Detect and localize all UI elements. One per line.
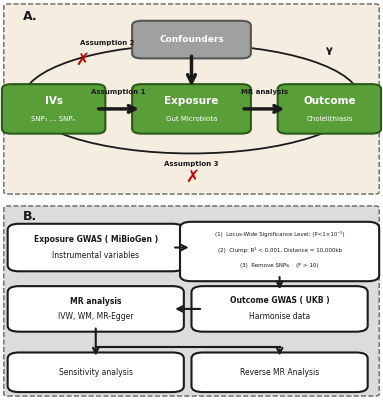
- FancyBboxPatch shape: [132, 21, 251, 58]
- Text: Assumption 2: Assumption 2: [80, 40, 135, 46]
- FancyBboxPatch shape: [4, 206, 379, 396]
- Text: Harmonise data: Harmonise data: [249, 312, 310, 321]
- Text: (3)  Remove SNPs    (F > 10): (3) Remove SNPs (F > 10): [241, 263, 319, 268]
- Text: Assumption 1: Assumption 1: [92, 89, 146, 95]
- Text: ✗: ✗: [185, 168, 198, 186]
- Text: Reverse MR Analysis: Reverse MR Analysis: [240, 368, 319, 377]
- Text: IVs: IVs: [45, 96, 62, 106]
- Text: SNP₁ ... SNPₙ: SNP₁ ... SNPₙ: [31, 116, 76, 122]
- FancyBboxPatch shape: [8, 286, 184, 332]
- Text: Exposure: Exposure: [164, 96, 219, 106]
- Text: B.: B.: [23, 210, 37, 223]
- FancyBboxPatch shape: [8, 352, 184, 392]
- Text: ✗: ✗: [75, 50, 89, 68]
- Text: (1)  Locus-Wide Significance Level: (P<1×10⁻⁵): (1) Locus-Wide Significance Level: (P<1×…: [215, 231, 344, 237]
- Text: Sensitivity analysis: Sensitivity analysis: [59, 368, 133, 377]
- FancyBboxPatch shape: [192, 352, 368, 392]
- Text: Assumption 3: Assumption 3: [164, 161, 219, 167]
- Text: MR analysis: MR analysis: [70, 296, 121, 306]
- Text: IVW, WM, MR-Egger: IVW, WM, MR-Egger: [58, 312, 134, 321]
- Text: Confounders: Confounders: [159, 35, 224, 44]
- Text: (2)  Clump: R² < 0.001, Distance = 10,000kb: (2) Clump: R² < 0.001, Distance = 10,000…: [218, 246, 342, 252]
- FancyBboxPatch shape: [180, 222, 379, 281]
- FancyBboxPatch shape: [278, 84, 381, 134]
- Text: A.: A.: [23, 10, 38, 23]
- Text: Instrumental variables: Instrumental variables: [52, 251, 139, 260]
- FancyBboxPatch shape: [8, 224, 184, 271]
- Text: Cholelithiasis: Cholelithiasis: [306, 116, 353, 122]
- FancyBboxPatch shape: [132, 84, 251, 134]
- Text: MR analysis: MR analysis: [241, 89, 288, 95]
- Text: Outcome GWAS ( UKB ): Outcome GWAS ( UKB ): [230, 296, 329, 306]
- Text: Outcome: Outcome: [303, 96, 356, 106]
- FancyBboxPatch shape: [4, 4, 379, 194]
- FancyBboxPatch shape: [192, 286, 368, 332]
- Text: Gut Microbiota: Gut Microbiota: [166, 116, 217, 122]
- FancyBboxPatch shape: [2, 84, 105, 134]
- Text: Exposure GWAS ( MiBioGen ): Exposure GWAS ( MiBioGen ): [34, 235, 158, 244]
